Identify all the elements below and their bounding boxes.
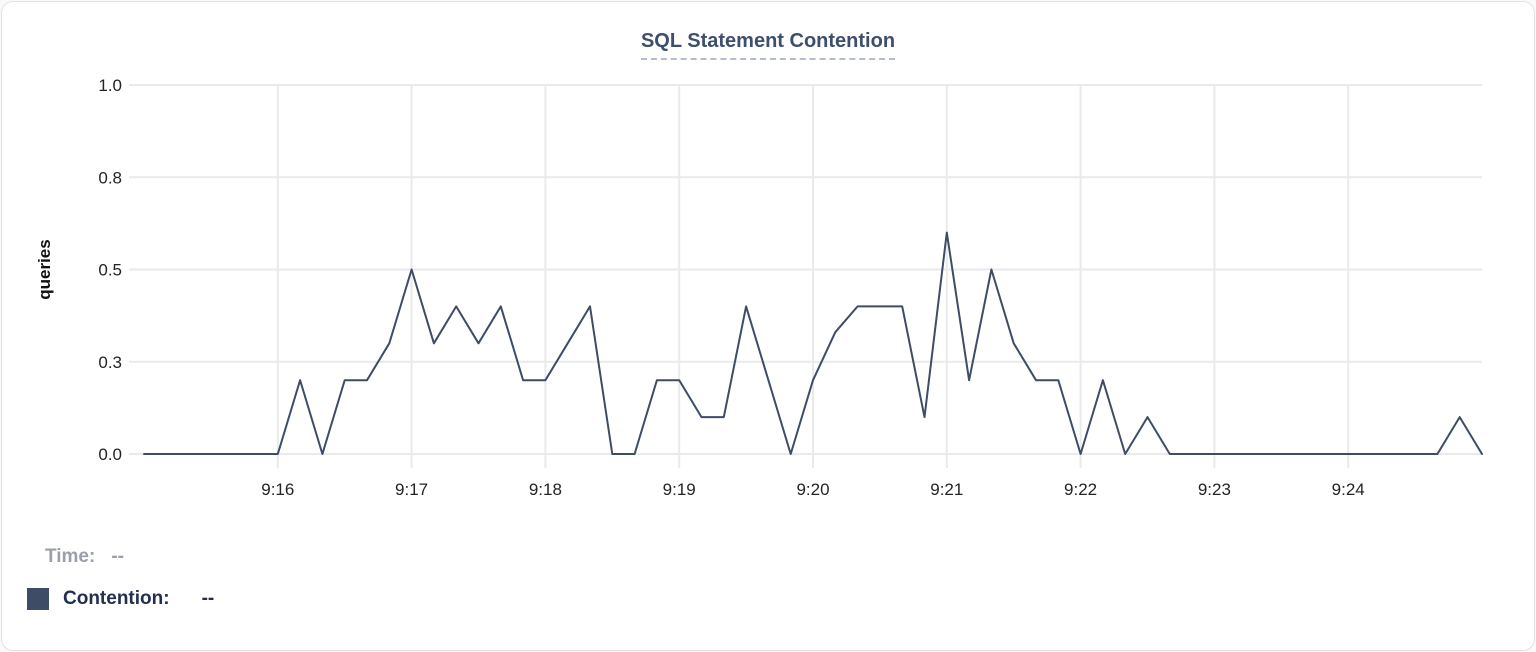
legend-contention-value: -- <box>201 588 215 609</box>
y-tick-label: 0.0 <box>98 445 122 464</box>
chart-header: SQL Statement Contention <box>2 30 1534 60</box>
x-tick-label: 9:19 <box>663 480 696 499</box>
legend-time-value: -- <box>111 546 124 567</box>
legend-contention-label: Contention: <box>63 588 170 609</box>
x-tick-label: 9:18 <box>529 480 562 499</box>
contention-series-line[interactable] <box>143 231 1483 455</box>
x-tick-label: 9:22 <box>1064 480 1097 499</box>
legend-time-label: Time: <box>45 546 96 567</box>
y-tick-label: 0.3 <box>98 353 122 372</box>
y-tick-label: 0.8 <box>98 168 122 187</box>
y-axis-title: queries <box>35 239 54 299</box>
chart-title[interactable]: SQL Statement Contention <box>640 30 896 60</box>
x-tick-label: 9:16 <box>261 480 294 499</box>
legend-time-row: Time: -- <box>45 546 124 568</box>
x-tick-label: 9:20 <box>796 480 829 499</box>
y-tick-label: 0.5 <box>98 261 122 280</box>
y-tick-label: 1.0 <box>98 76 122 95</box>
x-tick-label: 9:17 <box>395 480 428 499</box>
x-tick-label: 9:24 <box>1332 480 1365 499</box>
contention-series-swatch <box>27 588 49 610</box>
legend-contention-row: Contention: -- <box>27 588 214 610</box>
x-tick-label: 9:23 <box>1198 480 1231 499</box>
x-tick-label: 9:21 <box>930 480 963 499</box>
